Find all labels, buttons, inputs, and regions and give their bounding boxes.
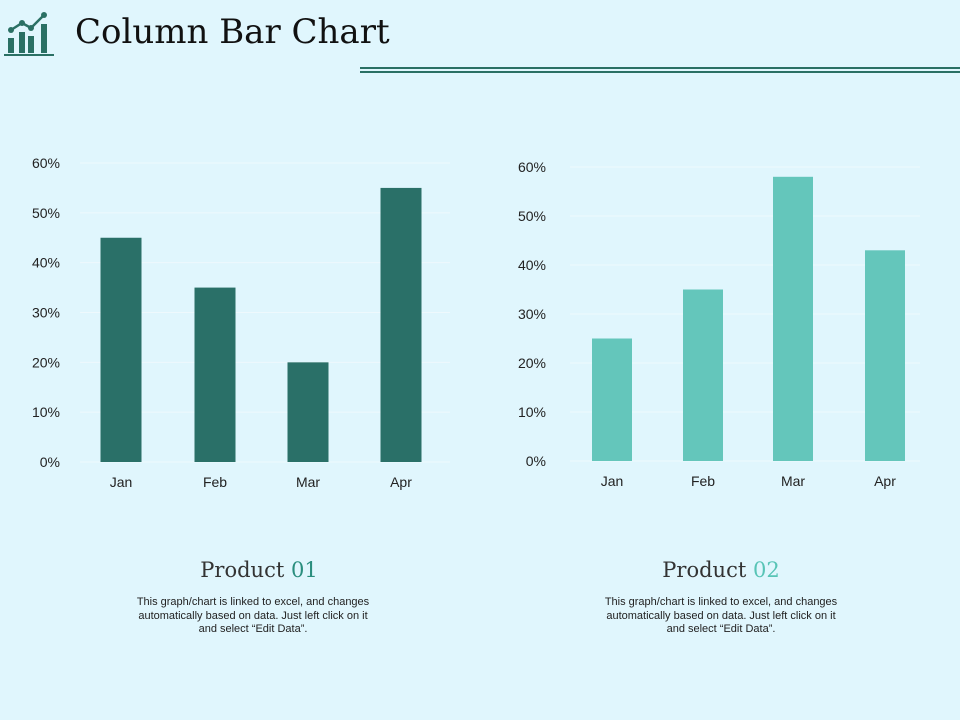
bar-feb[interactable] [683, 289, 723, 462]
product-02-title: Product 02 [571, 556, 871, 584]
x-tick-label: Apr [390, 474, 412, 490]
bar-jan[interactable] [100, 237, 142, 462]
y-tick-label: 20% [518, 355, 546, 371]
y-tick-label: 50% [32, 205, 60, 221]
x-tick-label: Jan [110, 474, 133, 490]
product-01-title-number: 01 [290, 558, 318, 582]
y-tick-label: 20% [32, 354, 60, 370]
bar-apr[interactable] [865, 250, 905, 461]
y-tick-label: 0% [40, 454, 60, 470]
x-tick-label: Feb [203, 474, 227, 490]
x-tick-label: Feb [691, 473, 715, 489]
bar-mar[interactable] [287, 362, 329, 462]
product-02-title-word: Product [662, 558, 747, 582]
y-tick-label: 40% [32, 255, 60, 271]
y-tick-label: 60% [518, 159, 546, 175]
chart-product-01: 0% 10% 20% 30% 40% 50% 60% Jan Feb Mar Apr [32, 155, 450, 490]
y-tick-label: 40% [518, 257, 546, 273]
y-tick-label: 60% [32, 155, 60, 171]
y-tick-label: 0% [526, 453, 546, 469]
y-tick-label: 30% [32, 305, 60, 321]
x-tick-label: Mar [296, 474, 320, 490]
y-tick-label: 10% [518, 404, 546, 420]
bar-apr[interactable] [380, 187, 422, 462]
x-tick-label: Mar [781, 473, 805, 489]
page-title: Column Bar Chart [75, 12, 390, 52]
product-01-title-word: Product [200, 558, 285, 582]
bar-feb[interactable] [194, 287, 236, 462]
y-tick-label: 50% [518, 208, 546, 224]
bar-chart-trend-icon [4, 12, 54, 56]
bar-mar[interactable] [773, 176, 813, 462]
product-01-description: This graph/chart is linked to excel, and… [136, 596, 370, 635]
bar-jan[interactable] [592, 338, 632, 462]
chart-product-02: 0% 10% 20% 30% 40% 50% 60% Jan Feb Mar Apr [518, 159, 920, 489]
x-tick-label: Apr [874, 473, 896, 489]
product-02-description: This graph/chart is linked to excel, and… [604, 596, 838, 635]
title-divider [360, 67, 960, 73]
y-tick-label: 30% [518, 306, 546, 322]
x-tick-label: Jan [601, 473, 624, 489]
product-01-title: Product 01 [109, 556, 409, 584]
y-tick-label: 10% [32, 404, 60, 420]
product-02-title-number: 02 [752, 558, 780, 582]
